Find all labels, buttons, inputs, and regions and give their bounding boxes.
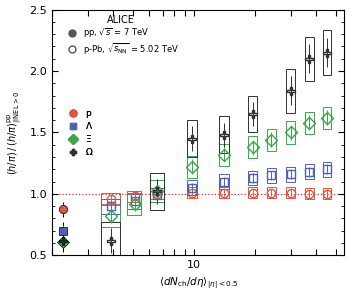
Bar: [323, 162, 331, 177]
Bar: [150, 188, 164, 199]
Bar: [323, 107, 331, 129]
Bar: [150, 173, 164, 210]
Bar: [127, 191, 141, 202]
Bar: [127, 194, 141, 208]
Bar: [286, 121, 295, 143]
Bar: [305, 188, 314, 199]
Bar: [150, 188, 164, 203]
Bar: [248, 96, 257, 132]
Bar: [102, 222, 120, 259]
Bar: [187, 180, 197, 195]
Bar: [150, 180, 164, 203]
Y-axis label: $(h/\pi)\,/\,(h/\pi)^{\rm pp}_{|{\rm INEL}>0}$: $(h/\pi)\,/\,(h/\pi)^{\rm pp}_{|{\rm INE…: [6, 90, 24, 175]
Bar: [248, 170, 257, 185]
Bar: [323, 31, 331, 75]
Bar: [187, 156, 197, 178]
Bar: [305, 112, 314, 134]
Bar: [218, 116, 229, 153]
Bar: [218, 143, 229, 166]
Bar: [286, 187, 295, 198]
Bar: [267, 187, 275, 198]
Bar: [248, 136, 257, 158]
Bar: [267, 129, 275, 151]
Bar: [286, 69, 295, 113]
Bar: [218, 187, 229, 198]
Bar: [267, 168, 275, 183]
Bar: [305, 37, 314, 81]
Bar: [286, 167, 295, 181]
Bar: [102, 205, 120, 227]
Bar: [102, 193, 120, 204]
Bar: [102, 199, 120, 214]
Bar: [187, 187, 197, 198]
Bar: [187, 120, 197, 157]
Legend: p, $\Lambda$, $\Xi$, $\Omega$: p, $\Lambda$, $\Xi$, $\Omega$: [62, 108, 95, 159]
Bar: [248, 187, 257, 198]
Bar: [218, 174, 229, 189]
Bar: [127, 193, 141, 215]
Bar: [305, 165, 314, 179]
Bar: [323, 188, 331, 199]
X-axis label: $\langle dN_{\rm ch}/d\eta \rangle_{|\eta|< 0.5}$: $\langle dN_{\rm ch}/d\eta \rangle_{|\et…: [159, 276, 238, 291]
